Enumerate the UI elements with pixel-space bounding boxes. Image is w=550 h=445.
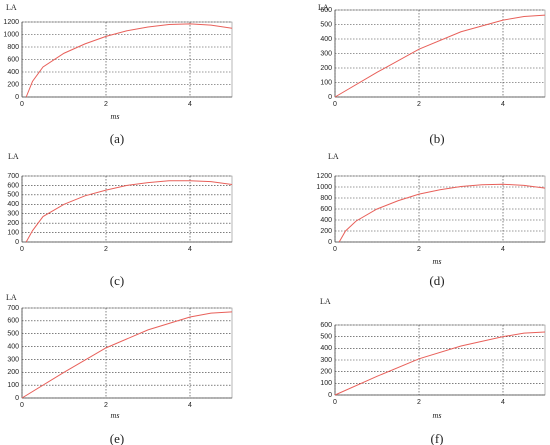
- y-tick-label: 800: [7, 44, 19, 51]
- y-tick-label: 700: [7, 305, 19, 312]
- data-line: [334, 14, 546, 98]
- y-tick-label: 300: [7, 356, 19, 363]
- x-tick-label: 0: [333, 399, 337, 406]
- y-tick-label: 100: [7, 382, 19, 389]
- x-tick-label: 0: [20, 402, 24, 409]
- y-tick-label: 200: [7, 81, 19, 88]
- y-tick-label: 100: [320, 380, 332, 387]
- x-tick-label: 0: [333, 246, 337, 253]
- x-tick-label: 4: [188, 101, 192, 108]
- caption: (a): [110, 131, 124, 146]
- x-tick-label: 0: [20, 246, 24, 253]
- y-tick-label: 100: [320, 79, 332, 86]
- y-tick-label: 400: [7, 343, 19, 350]
- y-tick-label: 0: [328, 239, 332, 246]
- y-axis-label: LA: [6, 293, 17, 302]
- y-tick-label: 500: [320, 334, 332, 341]
- y-tick-label: 0: [15, 239, 19, 246]
- y-tick-label: 500: [7, 331, 19, 338]
- x-tick-label: 4: [501, 399, 505, 406]
- caption: (d): [429, 273, 444, 288]
- x-tick-label: 2: [417, 246, 421, 253]
- plot-area: [21, 307, 233, 399]
- y-tick-label: 200: [320, 369, 332, 376]
- y-tick-label: 1000: [3, 31, 19, 38]
- y-tick-label: 700: [7, 173, 19, 180]
- x-axis-label: ms: [111, 411, 120, 420]
- plot-area: [21, 175, 233, 243]
- y-axis-label: LA: [8, 152, 19, 161]
- y-tick-label: 600: [7, 56, 19, 63]
- y-tick-label: 200: [7, 220, 19, 227]
- y-tick-label: 0: [15, 94, 19, 101]
- y-tick-label: 400: [320, 345, 332, 352]
- x-tick-label: 4: [188, 402, 192, 409]
- data-line: [334, 331, 546, 396]
- y-tick-label: 400: [320, 217, 332, 224]
- x-tick-label: 2: [104, 402, 108, 409]
- caption: (b): [429, 131, 444, 146]
- y-tick-label: 300: [7, 211, 19, 218]
- data-line: [25, 180, 233, 243]
- y-axis-label: LA: [6, 3, 17, 12]
- y-tick-label: 600: [7, 318, 19, 325]
- y-tick-label: 400: [7, 69, 19, 76]
- y-tick-label: 100: [7, 229, 19, 236]
- caption: (c): [110, 273, 124, 288]
- y-tick-label: 600: [7, 182, 19, 189]
- y-tick-label: 1200: [3, 19, 19, 26]
- x-tick-label: 0: [20, 101, 24, 108]
- y-axis-label: LA: [320, 297, 331, 306]
- x-tick-label: 2: [417, 101, 421, 108]
- y-tick-label: 200: [320, 228, 332, 235]
- data-line: [338, 183, 546, 243]
- y-tick-label: 1200: [316, 173, 332, 180]
- x-axis-label: ms: [111, 112, 120, 121]
- y-tick-label: 0: [15, 395, 19, 402]
- x-axis-label: ms: [433, 411, 442, 420]
- x-tick-label: 4: [501, 246, 505, 253]
- y-tick-label: 800: [320, 195, 332, 202]
- y-tick-label: 400: [320, 36, 332, 43]
- y-tick-label: 600: [320, 206, 332, 213]
- y-tick-label: 200: [320, 65, 332, 72]
- x-tick-label: 2: [104, 246, 108, 253]
- x-tick-label: 4: [501, 101, 505, 108]
- y-tick-label: 1000: [316, 184, 332, 191]
- caption: (f): [431, 431, 444, 445]
- data-line: [25, 23, 233, 98]
- y-tick-label: 400: [7, 201, 19, 208]
- y-tick-label: 600: [320, 322, 332, 329]
- y-tick-label: 0: [328, 94, 332, 101]
- x-tick-label: 4: [188, 246, 192, 253]
- x-tick-label: 2: [417, 399, 421, 406]
- y-tick-label: 200: [7, 369, 19, 376]
- y-tick-label: 600: [320, 7, 332, 14]
- y-tick-label: 300: [320, 50, 332, 57]
- y-axis-label: LA: [328, 152, 339, 161]
- y-tick-label: 0: [328, 392, 332, 399]
- x-tick-label: 2: [104, 101, 108, 108]
- y-tick-label: 500: [320, 21, 332, 28]
- data-line: [21, 311, 233, 399]
- y-axis-label: LA: [318, 3, 329, 12]
- x-axis-label: ms: [433, 257, 442, 266]
- caption: (e): [110, 431, 124, 445]
- x-tick-label: 0: [333, 101, 337, 108]
- y-tick-label: 300: [320, 357, 332, 364]
- y-tick-label: 500: [7, 192, 19, 199]
